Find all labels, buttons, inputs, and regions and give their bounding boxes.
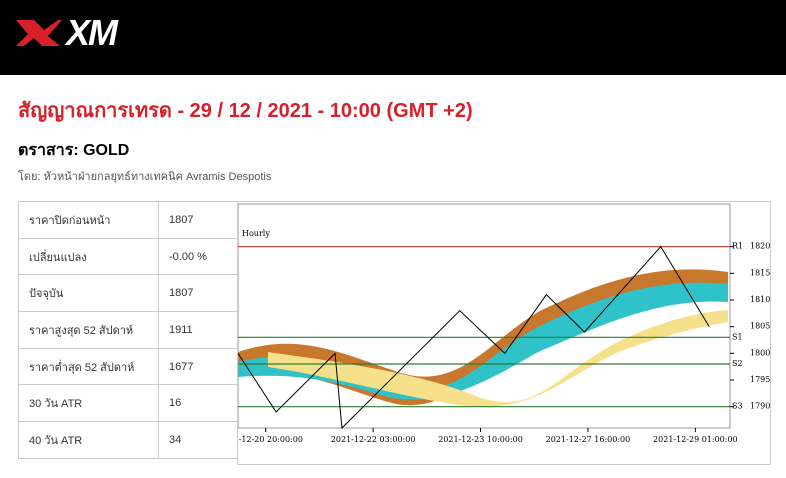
x-tick-label: 2021-12-23 10:00:00 xyxy=(438,435,523,444)
y-tick-label: 1810 xyxy=(750,295,770,304)
level-label: S2 xyxy=(732,359,743,368)
label: ราคาต่ำสุด 52 สัปดาห์ xyxy=(18,347,159,386)
label: ราคาสูงสุด 52 สัปดาห์ xyxy=(18,311,159,349)
value: 1677 xyxy=(158,347,238,386)
label: ปัจจุบัน xyxy=(18,274,159,313)
plot-frame xyxy=(238,203,731,429)
x-tick-label: 2021-12-22 03:00:00 xyxy=(331,435,416,444)
line xyxy=(238,245,710,430)
y-tick-label: 1800 xyxy=(750,348,770,357)
chart: Hourly 1790 1795 1800 1805 1810 1815 1820 21-12-… xyxy=(237,201,771,465)
row: ราคาต่ำสุด 52 สัปดาห์ 1677 xyxy=(18,347,238,386)
value: 34 xyxy=(158,421,238,459)
row: ราคาสูงสุด 52 สัปดาห์ 1911 xyxy=(18,311,238,349)
label: ราคาปิดก่อนหน้า xyxy=(18,201,159,239)
y-tick-label: 1795 xyxy=(750,375,770,384)
value: -0.00 % xyxy=(158,237,238,276)
row: เปลี่ยนแปลง -0.00 % xyxy=(18,237,238,276)
instrument: ตราสาร: GOLD xyxy=(18,142,130,159)
y-tick-label: 1790 xyxy=(750,402,770,411)
level-label: S1 xyxy=(732,332,743,341)
chart-title: Hourly xyxy=(242,229,270,238)
label: เปลี่ยนแปลง xyxy=(18,237,159,276)
row: 40 วัน ATR 34 xyxy=(18,421,238,459)
x-tick-label: 2021-12-27 16:00:00 xyxy=(546,435,631,444)
title: สัญญาณการเทรด - 29 / 12 / 2021 - 10:00 (… xyxy=(18,100,473,122)
logo-icon xyxy=(16,20,62,46)
author: โดย: หัวหน้าฝ่ายกลยุทธ์ทางเทคนิค Avramis… xyxy=(18,171,272,183)
level-label: R1 xyxy=(732,242,743,251)
band xyxy=(268,310,728,407)
logo[interactable]: XM xyxy=(66,12,118,53)
y-tick-label: 1815 xyxy=(750,268,770,277)
level-label: S3 xyxy=(732,402,743,411)
y-tick-label: 1820 xyxy=(750,242,770,251)
value: 1807 xyxy=(158,274,238,313)
label: 40 วัน ATR xyxy=(18,421,159,459)
x-tick-label: 21-12-20 20:00:00 xyxy=(237,435,303,444)
stats-table: ราคาปิดก่อนหน้า 1807 เปลี่ยนแปลง -0.00 % ปัจ… xyxy=(18,201,238,459)
row: ปัจจุบัน 1807 xyxy=(18,274,238,313)
x-tick-label: 2021-12-29 01:00:00 xyxy=(653,435,738,444)
y-tick-label: 1805 xyxy=(750,322,770,331)
row: 30 วัน ATR 16 xyxy=(18,384,238,423)
row: ราคาปิดก่อนหน้า 1807 xyxy=(18,201,238,239)
label: 30 วัน ATR xyxy=(18,384,159,423)
header: XM xyxy=(0,0,786,75)
band xyxy=(238,282,728,400)
value: 16 xyxy=(158,384,238,423)
value: 1807 xyxy=(158,201,238,239)
value: 1911 xyxy=(158,311,238,349)
